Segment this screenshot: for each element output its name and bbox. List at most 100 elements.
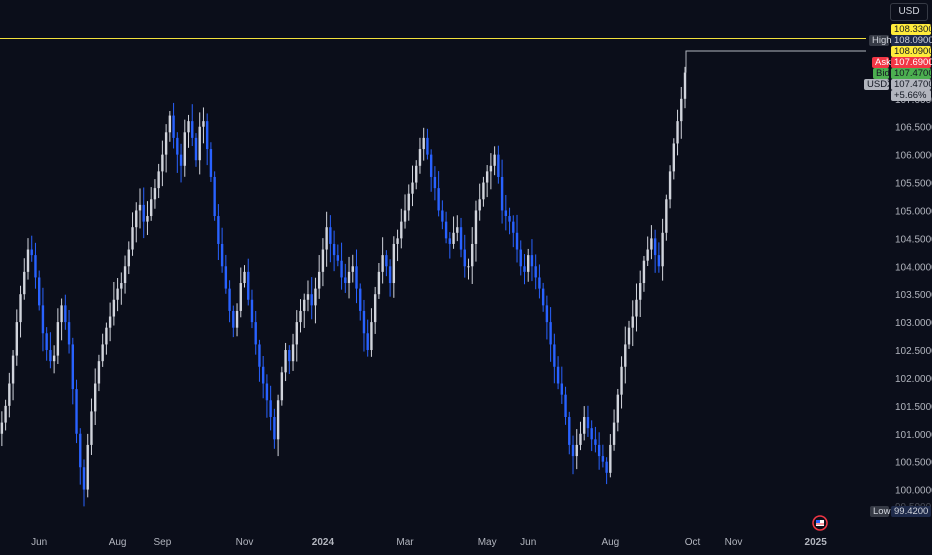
candle: [515, 214, 519, 263]
candle: [597, 432, 601, 470]
candle: [635, 283, 638, 332]
candle: [284, 342, 287, 382]
x-tick-label: Jun: [31, 537, 47, 548]
candle: [183, 119, 186, 177]
y-tick-label: 106.0000: [895, 151, 932, 162]
candle: [340, 242, 343, 290]
last-price-connector: [685, 50, 866, 73]
candle: [418, 137, 422, 174]
x-tick-label: May: [478, 537, 497, 548]
candle: [609, 434, 612, 478]
candle: [105, 322, 108, 355]
candle: [146, 201, 149, 236]
candle: [120, 272, 123, 305]
candle: [176, 132, 179, 173]
candle: [616, 388, 620, 432]
candle: [164, 124, 168, 173]
candle: [489, 153, 493, 190]
candle: [15, 309, 18, 366]
candle: [235, 303, 239, 337]
candle: [269, 385, 272, 431]
candle: [254, 310, 257, 355]
candle: [86, 433, 89, 498]
candle: [612, 409, 616, 451]
candle: [639, 270, 642, 317]
candle: [605, 457, 608, 485]
candle: [306, 280, 310, 312]
candle: [258, 339, 261, 382]
x-tick-label: Oct: [685, 537, 701, 548]
candle: [500, 159, 504, 224]
candle: [422, 127, 425, 161]
candle: [583, 406, 586, 441]
candle: [359, 283, 362, 321]
x-tick-label: 2024: [312, 537, 335, 548]
candle: [474, 200, 478, 262]
candle: [123, 255, 127, 294]
candle: [549, 307, 552, 362]
candle: [463, 234, 466, 278]
candle: [556, 356, 560, 390]
candle: [541, 282, 545, 312]
candle: [534, 254, 537, 290]
bid-value-badge: 107.4700: [891, 68, 932, 79]
candle: [112, 281, 116, 326]
candle: [400, 208, 403, 249]
candle: [232, 305, 235, 338]
candle: [568, 411, 571, 455]
candle: [299, 299, 302, 333]
candle: [187, 114, 190, 148]
price-axis[interactable]: 107.0000106.5000106.0000105.5000105.0000…: [895, 95, 932, 497]
candle: [0, 411, 4, 447]
candle: [631, 300, 634, 347]
candle: [586, 405, 590, 437]
candle: [377, 263, 381, 299]
candle: [504, 194, 508, 231]
candle: [213, 171, 216, 221]
candle: [482, 176, 485, 207]
high-pre-badge: 108.3300: [891, 24, 932, 35]
candle: [508, 207, 511, 235]
candle: [67, 310, 71, 354]
currency-selector[interactable]: USD: [890, 3, 928, 21]
candle: [411, 165, 414, 207]
y-tick-label: 104.5000: [895, 234, 932, 245]
candle: [325, 211, 328, 267]
candle: [64, 294, 67, 330]
candle: [288, 345, 291, 375]
candle: [243, 265, 246, 288]
flag-icon[interactable]: [812, 515, 828, 531]
candle: [194, 133, 198, 167]
candle: [362, 299, 366, 352]
y-tick-label: 103.5000: [895, 290, 932, 301]
y-tick-label: 102.0000: [895, 374, 932, 385]
candle: [198, 112, 201, 175]
y-tick-label: 104.0000: [895, 262, 932, 273]
candle: [627, 320, 631, 349]
candle: [471, 227, 474, 284]
x-tick-label: 2025: [805, 537, 828, 548]
svg-text:+5.66%: +5.66%: [894, 90, 927, 101]
candle: [485, 165, 489, 198]
candle: [571, 435, 575, 475]
low-value-badge: 99.4200: [891, 506, 931, 517]
x-tick-label: Mar: [396, 537, 414, 548]
svg-text:107.4700: 107.4700: [894, 79, 932, 90]
candle: [93, 368, 97, 425]
candle: [135, 202, 138, 243]
candle: [149, 187, 153, 221]
candle: [444, 211, 448, 244]
y-tick-label: 101.0000: [895, 430, 932, 441]
candle: [448, 232, 452, 259]
svg-text:Bid: Bid: [876, 68, 890, 79]
candle: [366, 319, 369, 357]
candle: [138, 188, 142, 229]
time-axis[interactable]: Jun Aug Sep Nov 2024 Mar May Jun Aug Oct Nov 2025: [31, 537, 827, 548]
candle: [82, 459, 86, 507]
symbol-label-badge: USDX: [864, 79, 894, 90]
candle: [497, 145, 500, 184]
candle: [396, 229, 399, 262]
